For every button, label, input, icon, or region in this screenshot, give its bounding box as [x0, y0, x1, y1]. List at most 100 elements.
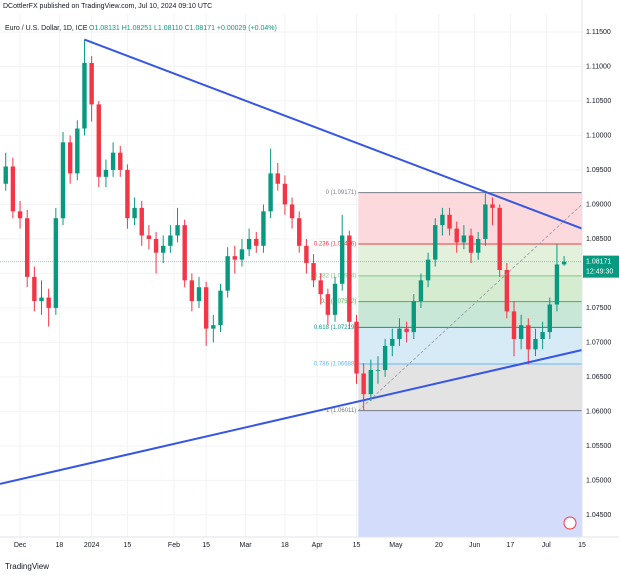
candle-body [540, 332, 545, 339]
last-price-tag [583, 255, 619, 278]
fib-label: 0.786 (1.06688) [314, 362, 356, 368]
candle-body [518, 325, 524, 339]
candle-body [39, 297, 44, 302]
fib-label: 0.618 (1.07219) [314, 325, 356, 331]
trend-line [0, 349, 583, 485]
candle-body [268, 173, 273, 212]
candle-body [139, 207, 144, 236]
candle-body [218, 290, 223, 326]
candle-body [447, 214, 452, 229]
candle-body [440, 214, 445, 226]
candle-body [82, 62, 87, 129]
x-tick-label: 15 [353, 542, 361, 549]
candle-body [433, 225, 438, 260]
x-tick-label: 15 [124, 542, 132, 549]
candle-body [561, 261, 567, 265]
bar-countdown: 12:49:30 [586, 268, 613, 275]
x-tick-label: 20 [435, 542, 443, 549]
trend-line [358, 204, 583, 411]
candle-body [533, 338, 538, 350]
fib-label: 0.5 (1.07592) [321, 299, 357, 305]
y-tick-label: 1.11000 [586, 63, 611, 70]
candle-body [161, 245, 166, 253]
footer-logo: TradingView [5, 562, 49, 571]
candle-body [53, 218, 59, 308]
publish-note: DCottlerFX published on TradingView.com,… [3, 3, 212, 10]
candle-body [60, 142, 66, 219]
fib-zone [358, 192, 582, 245]
candle-body [475, 238, 481, 253]
candle-body [375, 370, 381, 371]
candle-body [110, 152, 116, 170]
candle-body [153, 238, 159, 253]
x-tick-label: 2024 [84, 542, 100, 549]
candle-body [132, 207, 137, 219]
candle-body [168, 235, 173, 246]
candle-body [211, 325, 216, 329]
x-tick-label: Dec [14, 542, 27, 549]
candle-body [297, 218, 302, 246]
candle-body [10, 166, 16, 212]
y-tick-label: 1.10500 [586, 98, 611, 105]
y-tick-label: 1.10000 [586, 132, 611, 139]
y-tick-label: 1.05000 [586, 477, 611, 484]
fib-zone [358, 363, 582, 411]
candle-body [282, 183, 288, 205]
alert-icon[interactable] [563, 516, 577, 530]
candle-body [490, 204, 495, 208]
x-tick-label: 18 [281, 542, 289, 549]
candle-body [189, 280, 195, 302]
candle-body [196, 287, 202, 302]
candle-body [483, 204, 488, 239]
y-tick-label: 1.06000 [586, 408, 611, 415]
candle-body [239, 249, 245, 260]
x-tick-label: Feb [168, 542, 180, 549]
fib-extension [358, 410, 582, 537]
y-tick-label: 1.09500 [586, 167, 611, 174]
x-tick-label: 17 [507, 542, 515, 549]
candle-body [461, 235, 467, 243]
candle-body [361, 373, 366, 395]
y-tick-label: 1.07500 [586, 305, 611, 312]
candle-body [404, 328, 409, 333]
candle-body [311, 263, 316, 281]
candle-body [246, 238, 252, 250]
candle-body [497, 207, 502, 270]
candle-body [32, 276, 37, 302]
fib-zone [358, 275, 582, 302]
fib-label: 0.236 (1.08426) [314, 242, 356, 248]
x-tick-label: Mar [240, 542, 253, 549]
candle-body [3, 166, 8, 184]
candle-body [511, 311, 517, 339]
candle-body [289, 204, 295, 219]
candle-body [125, 169, 130, 219]
chart-title: Euro / U.S. Dollar, 1D, ICE [5, 25, 88, 32]
trend-line [84, 38, 583, 230]
candle-body [232, 256, 238, 260]
candle-body [547, 304, 552, 333]
fib-label: 1 (1.06011) [326, 408, 356, 414]
y-tick-label: 1.06500 [586, 374, 611, 381]
candle-body [368, 370, 374, 395]
fib-zone [358, 301, 582, 328]
y-tick-label: 1.07000 [586, 339, 611, 346]
x-tick-label: May [389, 542, 403, 549]
candle-body [425, 259, 431, 281]
candle-body [397, 328, 402, 339]
candle-body [118, 152, 123, 170]
candle-body [468, 235, 474, 253]
x-tick-label: 18 [56, 542, 64, 549]
candle-body [454, 228, 459, 243]
candle-body [339, 235, 345, 284]
candle-body [347, 235, 352, 322]
candle-body [203, 287, 209, 329]
candle-body [75, 128, 80, 174]
candle-body [554, 264, 560, 305]
candle-body [146, 235, 152, 239]
y-tick-label: 1.05500 [586, 443, 611, 450]
candle-body [275, 173, 280, 184]
candle-body [390, 338, 395, 346]
fib-label: 0.382 (1.07964) [314, 273, 356, 279]
